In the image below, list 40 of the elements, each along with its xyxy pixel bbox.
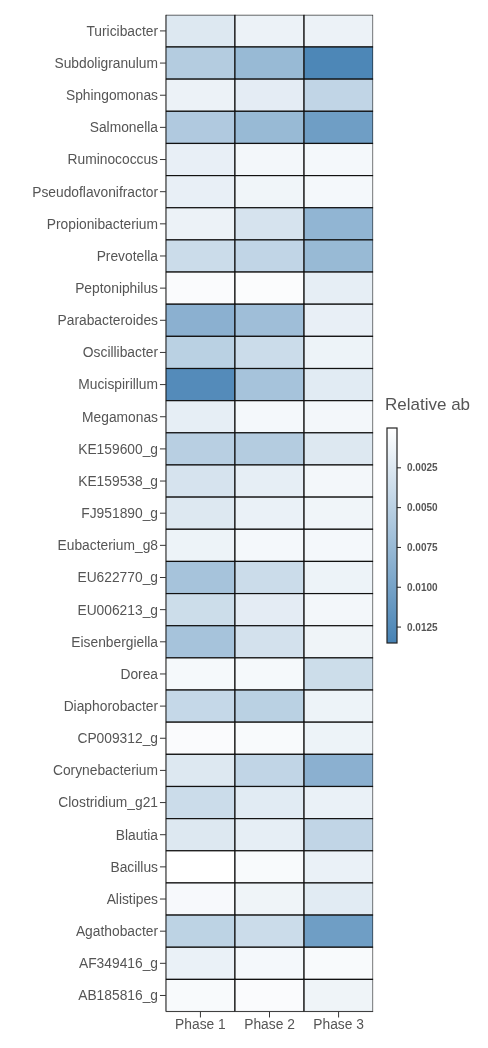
color-bar-title: Relative ab [385,395,471,414]
y-tick-label: Parabacteroides [57,312,159,329]
y-tick-label: KE159538_g [78,472,158,489]
y-tick-label: CP009312_g [77,730,158,747]
y-tick-label: EU622770_g [77,569,158,586]
y-tick-label: Pseudoflavonifractor [32,183,159,200]
y-tick-label: Peptoniphilus [75,280,159,297]
y-tick-label: Subdoligranulum [54,54,158,71]
x-tick-label: Phase 1 [175,1016,226,1033]
y-tick-label: Oscillibacter [82,344,159,361]
y-tick-label: Sphingomonas [65,87,159,104]
y-tick-label: Diaphorobacter [63,698,159,715]
y-tick-label: Agathobacter [75,923,159,940]
y-tick-label: AB185816_g [78,987,158,1004]
y-tick-label: Clostridium_g21 [58,794,158,811]
y-tick-label: EU006213_g [77,601,158,618]
y-tick-label: AF349416_g [78,955,158,972]
y-tick-label: Alistipes [106,890,159,907]
color-bar-label: 0.0050 [407,502,439,514]
y-tick-label: Salmonella [89,119,159,136]
y-tick-label: FJ951890_g [81,505,158,522]
color-bar-label: 0.0075 [407,541,439,553]
y-tick-label: Blautia [115,826,159,843]
y-tick-label: Mucispirillum [78,376,158,393]
y-tick-label: Eubacterium_g8 [57,537,159,554]
y-tick-label: KE159600_g [78,440,158,457]
y-tick-label: Corynebacterium [52,762,158,779]
y-tick-label: Prevotella [96,247,159,264]
y-tick-label: Megamonas [82,408,159,425]
y-tick-label: Turicibacter [86,22,159,39]
y-tick-label: Dorea [120,665,159,682]
y-tick-label: Eisenbergiella [71,633,159,650]
color-bar-label: 0.0100 [407,581,439,593]
y-tick-label: Bacillus [110,858,159,875]
color-bar-label: 0.0025 [407,462,439,474]
x-tick-label: Phase 3 [313,1016,365,1033]
y-tick-label: Ruminococcus [67,151,159,168]
y-tick-label: Propionibacterium [46,215,158,232]
x-tick-label: Phase 2 [244,1016,295,1033]
color-bar-label: 0.0125 [407,621,439,633]
